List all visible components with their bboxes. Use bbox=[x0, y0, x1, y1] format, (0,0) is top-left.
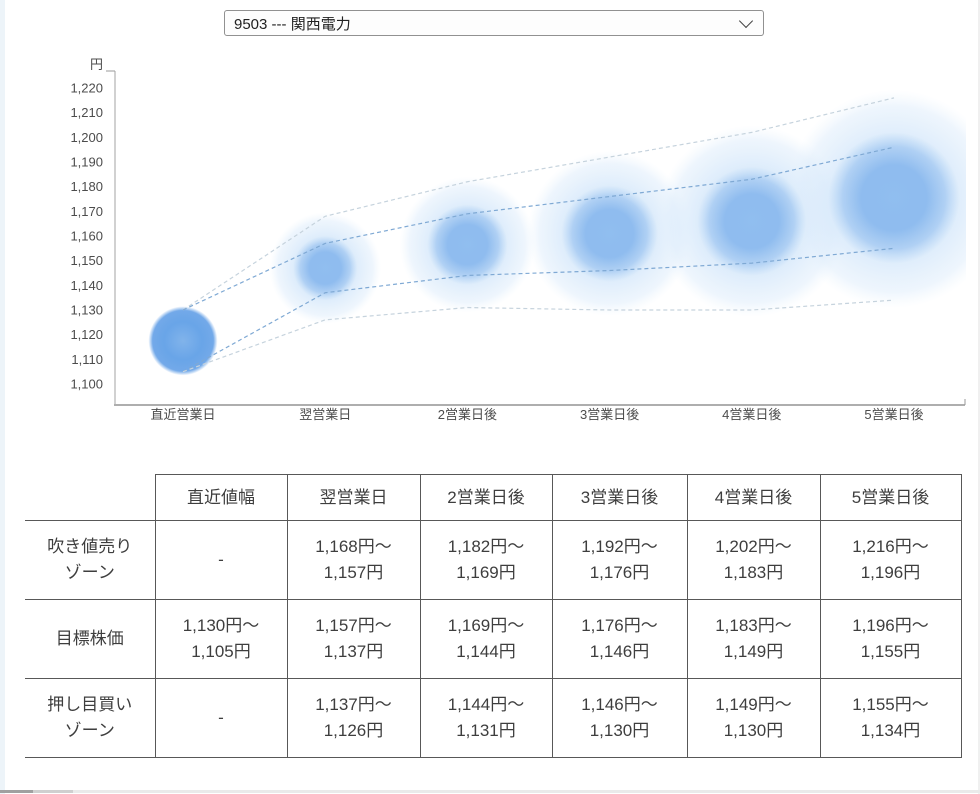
price-range-cell: 1,144円〜 1,131円 bbox=[419, 678, 553, 758]
svg-text:1,110: 1,110 bbox=[71, 352, 103, 367]
svg-text:1,140: 1,140 bbox=[70, 278, 103, 293]
column-header: 翌営業日 bbox=[286, 474, 421, 521]
svg-text:1,200: 1,200 bbox=[70, 130, 103, 145]
x-axis-category-labels: 直近営業日 翌営業日 2営業日後 3営業日後 4営業日後 5営業日後 bbox=[150, 407, 923, 422]
price-range-cell: - bbox=[154, 520, 288, 600]
svg-text:4営業日後: 4営業日後 bbox=[722, 407, 781, 422]
column-header: 5営業日後 bbox=[819, 474, 962, 521]
table-row: 押し目買い ゾーン -1,137円〜 1,126円 1,144円〜 1,131円 1,… bbox=[25, 678, 962, 758]
page-left-edge-strip bbox=[0, 0, 5, 794]
price-range-cell: 1,146円〜 1,130円 bbox=[551, 678, 688, 758]
forecast-table: 直近値幅 翌営業日 2営業日後 3営業日後 4営業日後 5営業日後 吹き値売り ゾーン -1,… bbox=[25, 474, 962, 758]
bubble-core bbox=[561, 185, 658, 282]
bubble-core bbox=[828, 132, 960, 264]
svg-text:円: 円 bbox=[90, 57, 103, 72]
svg-text:1,100: 1,100 bbox=[70, 377, 103, 392]
bubble-cores bbox=[148, 132, 960, 376]
row-header: 目標株価 bbox=[25, 599, 156, 679]
series-line bbox=[182, 97, 895, 311]
column-header: 3営業日後 bbox=[551, 474, 688, 521]
bubble-core bbox=[427, 204, 508, 285]
price-range-cell: 1,155円〜 1,134円 bbox=[819, 678, 962, 758]
svg-text:5営業日後: 5営業日後 bbox=[864, 407, 923, 422]
price-range-cell: 1,183円〜 1,149円 bbox=[686, 599, 821, 679]
y-axis-tick-labels: 円 1,220 1,210 1,200 1,190 1,180 1,170 1,160 1,15… bbox=[70, 57, 103, 392]
price-range-cell: 1,182円〜 1,169円 bbox=[419, 520, 553, 600]
price-range-cell: 1,216円〜 1,196円 bbox=[819, 520, 962, 600]
series-line bbox=[182, 146, 895, 311]
forecast-bubble-chart: 円 1,220 1,210 1,200 1,190 1,180 1,170 1,160 1,15… bbox=[70, 57, 966, 422]
scrollbar-thumb[interactable] bbox=[0, 790, 73, 793]
svg-text:翌営業日: 翌営業日 bbox=[299, 407, 351, 422]
column-header: 直近値幅 bbox=[154, 474, 288, 521]
price-range-cell: 1,176円〜 1,146円 bbox=[551, 599, 688, 679]
price-range-cell: 1,196円〜 1,155円 bbox=[819, 599, 962, 679]
price-range-cell: 1,137円〜 1,126円 bbox=[286, 678, 421, 758]
column-header: 4営業日後 bbox=[686, 474, 821, 521]
svg-text:1,170: 1,170 bbox=[70, 204, 103, 219]
chevron-down-icon bbox=[738, 13, 754, 28]
bubble-core bbox=[697, 166, 807, 276]
table-corner-cell bbox=[25, 474, 156, 521]
svg-text:直近営業日: 直近営業日 bbox=[150, 407, 215, 422]
svg-text:2営業日後: 2営業日後 bbox=[438, 407, 497, 422]
table-row: 吹き値売り ゾーン -1,168円〜 1,157円 1,182円〜 1,169円 1,… bbox=[25, 520, 962, 600]
stock-select-value: 9503 --- 関西電力 bbox=[234, 15, 351, 33]
svg-text:1,220: 1,220 bbox=[70, 81, 103, 96]
table-row: 目標株価 1,130円〜 1,105円 1,157円〜 1,137円 1,169円〜 … bbox=[25, 599, 962, 679]
row-header: 吹き値売り ゾーン bbox=[25, 520, 156, 600]
svg-text:1,130: 1,130 bbox=[70, 303, 103, 318]
svg-text:1,190: 1,190 bbox=[70, 155, 103, 170]
svg-text:1,210: 1,210 bbox=[70, 105, 103, 120]
stock-select[interactable]: 9503 --- 関西電力 bbox=[224, 10, 764, 36]
bubble-core bbox=[293, 236, 358, 301]
price-range-cell: 1,192円〜 1,176円 bbox=[551, 520, 688, 600]
page-right-edge-strip bbox=[978, 0, 980, 794]
price-range-cell: 1,149円〜 1,130円 bbox=[686, 678, 821, 758]
price-range-cell: 1,130円〜 1,105円 bbox=[154, 599, 288, 679]
svg-text:1,180: 1,180 bbox=[70, 179, 103, 194]
bubble-core bbox=[148, 306, 218, 376]
series-line bbox=[182, 247, 895, 373]
price-range-cell: - bbox=[154, 678, 288, 758]
svg-text:1,160: 1,160 bbox=[70, 229, 103, 244]
price-range-cell: 1,202円〜 1,183円 bbox=[686, 520, 821, 600]
column-header: 2営業日後 bbox=[419, 474, 553, 521]
series-line bbox=[182, 299, 895, 373]
row-header: 押し目買い ゾーン bbox=[25, 678, 156, 758]
svg-text:1,120: 1,120 bbox=[70, 327, 103, 342]
svg-text:1,150: 1,150 bbox=[70, 253, 103, 268]
svg-text:3営業日後: 3営業日後 bbox=[580, 407, 639, 422]
chart-axes bbox=[106, 70, 966, 406]
forecast-boundary-lines bbox=[182, 97, 895, 373]
horizontal-scrollbar[interactable] bbox=[0, 790, 980, 793]
price-range-cell: 1,157円〜 1,137円 bbox=[286, 599, 421, 679]
price-range-cell: 1,168円〜 1,157円 bbox=[286, 520, 421, 600]
price-range-cell: 1,169円〜 1,144円 bbox=[419, 599, 553, 679]
